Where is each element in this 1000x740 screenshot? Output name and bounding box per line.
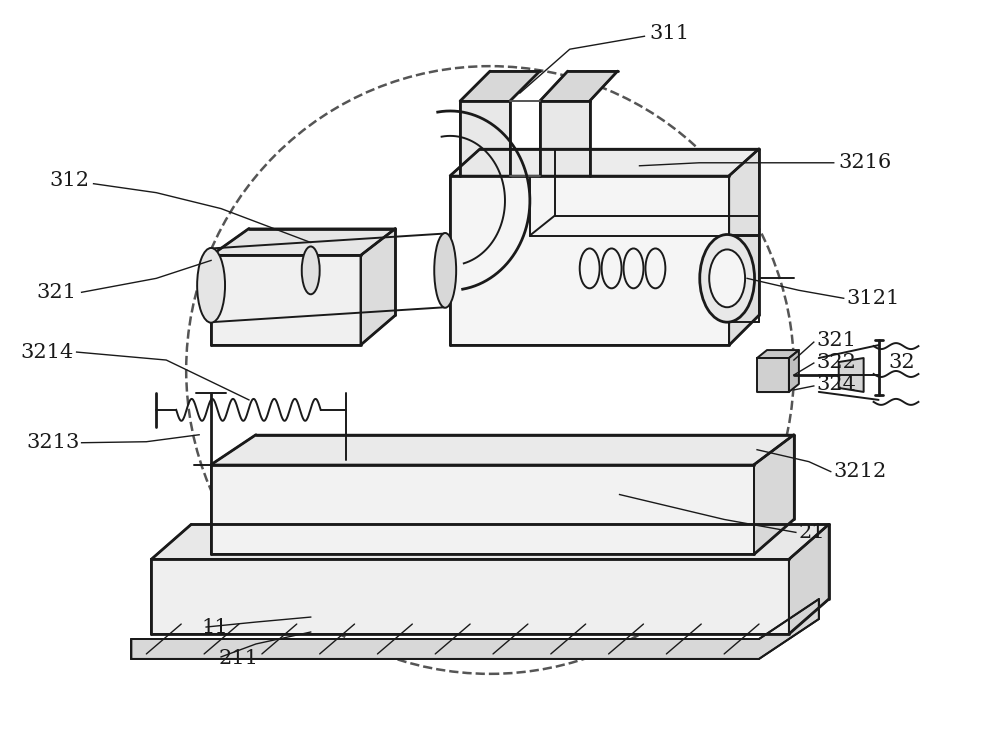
Polygon shape: [839, 358, 864, 392]
Polygon shape: [460, 101, 510, 175]
Polygon shape: [460, 71, 540, 101]
Ellipse shape: [302, 246, 320, 295]
Polygon shape: [151, 525, 829, 559]
Polygon shape: [757, 358, 789, 392]
Polygon shape: [151, 559, 789, 634]
Text: 211: 211: [219, 650, 259, 668]
Polygon shape: [450, 175, 729, 345]
Polygon shape: [789, 350, 799, 392]
Text: 3214: 3214: [20, 343, 74, 362]
Polygon shape: [211, 229, 395, 255]
Ellipse shape: [709, 249, 745, 307]
Polygon shape: [729, 149, 759, 345]
Polygon shape: [789, 525, 829, 634]
Text: 321: 321: [817, 331, 857, 349]
Text: 324: 324: [817, 375, 857, 394]
Ellipse shape: [700, 235, 755, 322]
Text: 3216: 3216: [839, 153, 892, 172]
Polygon shape: [211, 435, 794, 465]
Text: 32: 32: [889, 352, 915, 371]
Ellipse shape: [434, 233, 456, 308]
Polygon shape: [754, 435, 794, 554]
Polygon shape: [450, 149, 759, 175]
Polygon shape: [361, 229, 395, 345]
Polygon shape: [540, 71, 618, 101]
Text: 21: 21: [799, 523, 825, 542]
Polygon shape: [540, 101, 590, 175]
Text: 321: 321: [37, 283, 77, 302]
Text: 322: 322: [817, 352, 857, 371]
Text: 3213: 3213: [26, 433, 80, 452]
Polygon shape: [131, 599, 819, 659]
Text: 11: 11: [201, 618, 228, 636]
Text: 312: 312: [50, 171, 90, 190]
Text: 3212: 3212: [834, 462, 887, 481]
Text: 3121: 3121: [847, 289, 900, 308]
Polygon shape: [211, 255, 361, 345]
Polygon shape: [211, 465, 754, 554]
Polygon shape: [757, 350, 799, 358]
Ellipse shape: [197, 248, 225, 323]
Text: 311: 311: [649, 24, 690, 43]
